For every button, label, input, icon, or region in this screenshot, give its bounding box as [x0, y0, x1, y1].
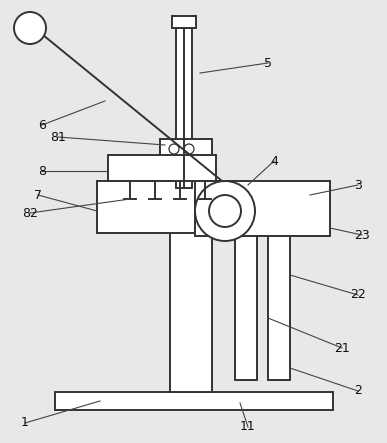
Circle shape	[14, 12, 46, 44]
Bar	[195, 181, 330, 236]
Circle shape	[209, 195, 241, 227]
Text: 4: 4	[270, 155, 278, 167]
Bar	[108, 155, 216, 181]
Text: 5: 5	[264, 57, 272, 70]
Text: 23: 23	[354, 229, 370, 241]
Text: 1: 1	[21, 416, 29, 430]
Text: 6: 6	[38, 118, 46, 132]
Bar	[176, 28, 192, 188]
Bar	[232, 202, 294, 218]
Text: 3: 3	[354, 179, 362, 191]
Text: 2: 2	[354, 385, 362, 397]
Bar	[160, 139, 212, 159]
Bar	[97, 181, 195, 233]
Circle shape	[184, 144, 194, 154]
Text: 82: 82	[22, 206, 38, 219]
Bar	[172, 16, 196, 28]
Bar	[170, 212, 212, 392]
Bar	[268, 215, 290, 380]
Circle shape	[169, 144, 179, 154]
Text: 7: 7	[34, 189, 42, 202]
Text: 81: 81	[50, 131, 66, 144]
Text: 11: 11	[240, 420, 256, 434]
Bar	[55, 392, 333, 410]
Bar	[235, 215, 257, 380]
Circle shape	[195, 181, 255, 241]
Text: 8: 8	[38, 164, 46, 178]
Text: 22: 22	[350, 288, 366, 302]
Text: 21: 21	[334, 342, 350, 354]
